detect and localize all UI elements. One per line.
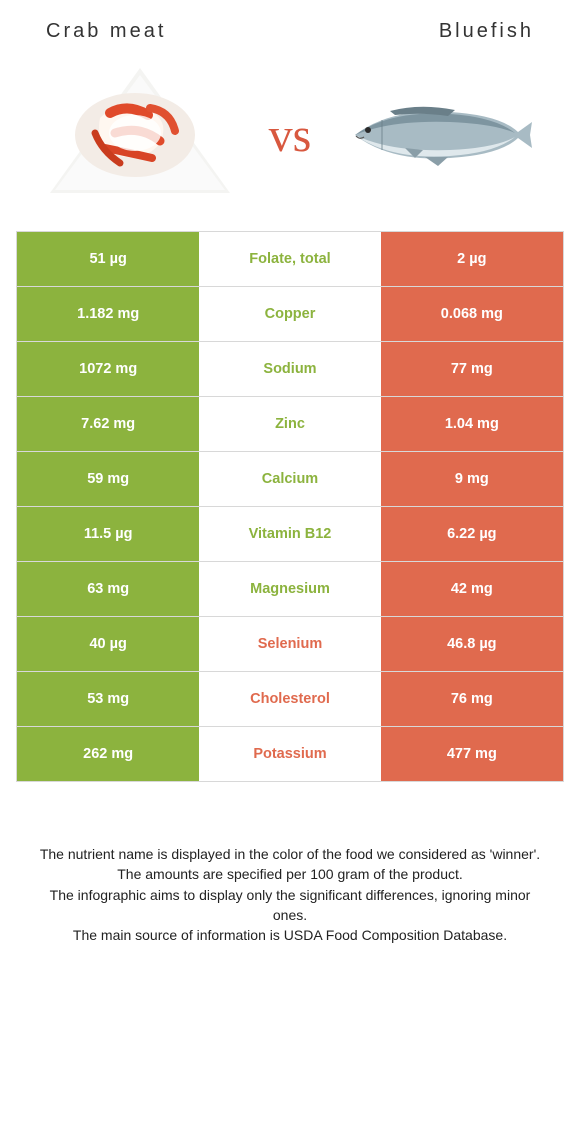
nutrient-label: Potassium <box>199 727 380 781</box>
right-value: 1.04 mg <box>381 397 563 451</box>
nutrient-label: Zinc <box>199 397 380 451</box>
nutrient-label: Copper <box>199 287 380 341</box>
right-value: 9 mg <box>381 452 563 506</box>
left-value: 63 mg <box>17 562 199 616</box>
nutrient-label: Magnesium <box>199 562 380 616</box>
table-row: 262 mgPotassium477 mg <box>17 727 563 782</box>
table-row: 53 mgCholesterol76 mg <box>17 672 563 727</box>
nutrient-label: Selenium <box>199 617 380 671</box>
bluefish-image <box>340 63 540 207</box>
nutrient-label: Cholesterol <box>199 672 380 726</box>
table-row: 7.62 mgZinc1.04 mg <box>17 397 563 452</box>
nutrient-label: Vitamin B12 <box>199 507 380 561</box>
left-value: 59 mg <box>17 452 199 506</box>
left-value: 1072 mg <box>17 342 199 396</box>
right-value: 42 mg <box>381 562 563 616</box>
left-value: 51 µg <box>17 232 199 286</box>
left-food-title: Crab meat <box>46 20 166 43</box>
footnote-3: The infographic aims to display only the… <box>36 885 544 926</box>
left-value: 1.182 mg <box>17 287 199 341</box>
right-value: 46.8 µg <box>381 617 563 671</box>
crab-meat-image <box>40 63 240 207</box>
vs-label: vs <box>269 108 312 163</box>
right-value: 2 µg <box>381 232 563 286</box>
images-row: vs <box>16 63 564 231</box>
nutrient-label: Folate, total <box>199 232 380 286</box>
table-row: 63 mgMagnesium42 mg <box>17 562 563 617</box>
right-value: 0.068 mg <box>381 287 563 341</box>
right-value: 6.22 µg <box>381 507 563 561</box>
right-value: 76 mg <box>381 672 563 726</box>
right-food-title: Bluefish <box>439 20 534 43</box>
left-value: 40 µg <box>17 617 199 671</box>
footnote-4: The main source of information is USDA F… <box>36 925 544 945</box>
nutrient-label: Calcium <box>199 452 380 506</box>
header: Crab meat Bluefish <box>16 20 564 63</box>
table-row: 1072 mgSodium77 mg <box>17 342 563 397</box>
right-value: 477 mg <box>381 727 563 781</box>
nutrient-table: 51 µgFolate, total2 µg1.182 mgCopper0.06… <box>16 231 564 782</box>
table-row: 40 µgSelenium46.8 µg <box>17 617 563 672</box>
nutrient-label: Sodium <box>199 342 380 396</box>
table-row: 51 µgFolate, total2 µg <box>17 232 563 287</box>
footnotes: The nutrient name is displayed in the co… <box>16 782 564 945</box>
footnote-1: The nutrient name is displayed in the co… <box>36 844 544 864</box>
footnote-2: The amounts are specified per 100 gram o… <box>36 864 544 884</box>
table-row: 11.5 µgVitamin B126.22 µg <box>17 507 563 562</box>
left-value: 262 mg <box>17 727 199 781</box>
right-value: 77 mg <box>381 342 563 396</box>
table-row: 59 mgCalcium9 mg <box>17 452 563 507</box>
left-value: 7.62 mg <box>17 397 199 451</box>
table-row: 1.182 mgCopper0.068 mg <box>17 287 563 342</box>
left-value: 11.5 µg <box>17 507 199 561</box>
left-value: 53 mg <box>17 672 199 726</box>
